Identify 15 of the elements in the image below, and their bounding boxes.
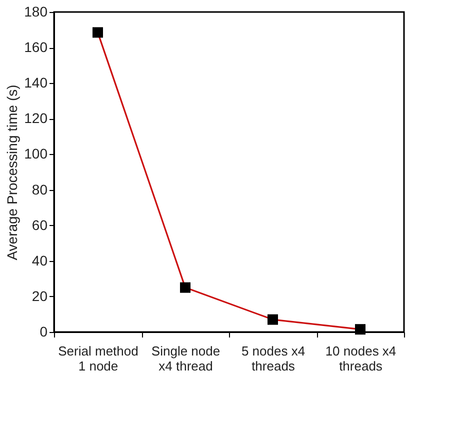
x-tick-label: Single node x4 thread [151,344,220,374]
y-tick-label: 20 [32,288,48,304]
y-tick-label: 180 [24,4,48,20]
y-tick-label: 60 [32,216,48,233]
y-tick-label: 140 [24,74,48,91]
y-tick-label: 120 [24,110,48,126]
y-tick-label: 100 [24,146,48,162]
y-tick-label: 0 [40,324,48,340]
y-tick-label: 160 [24,39,48,56]
x-tick-label: 5 nodes x4 threads [241,344,306,374]
y-tick-label: 80 [32,181,48,198]
x-tick-label: 10 nodes x4 threads [325,344,396,374]
x-tick-label: Serial method 1 node [58,344,138,374]
y-axis-title: Average Processing time (s) [4,84,20,260]
y-tick-label: 40 [32,252,48,268]
